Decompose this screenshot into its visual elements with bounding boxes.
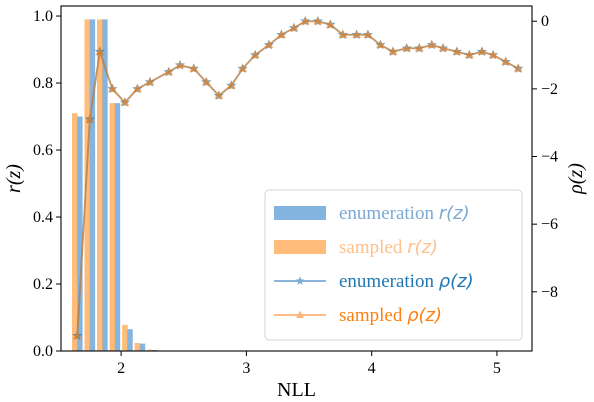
bar-series-0-0 bbox=[76, 116, 83, 351]
point-series-1-11 bbox=[214, 90, 224, 99]
point-series-1-33 bbox=[488, 50, 498, 59]
x-axis-label: NLL bbox=[277, 379, 316, 401]
axes-layer: 2 3 4 5 0.0 0.2 0.4 0.6 0.8 1.0 0 −2 −4 −6 −8 NLL r(z) ρ(… bbox=[3, 5, 587, 401]
y-left-tick-label-0.8: 0.8 bbox=[33, 75, 53, 92]
bar-series-1-6 bbox=[147, 349, 153, 351]
x-tick-label-3: 3 bbox=[242, 360, 250, 377]
point-series-1-15 bbox=[264, 40, 274, 49]
bar-series-1-2 bbox=[97, 19, 103, 352]
bar-series-0-3 bbox=[114, 103, 121, 351]
point-series-1-0 bbox=[72, 330, 82, 340]
line-series-1 bbox=[76, 20, 519, 336]
point-series-1-19 bbox=[313, 16, 323, 25]
point-series-1-12 bbox=[226, 80, 236, 89]
point-series-1-13 bbox=[238, 63, 248, 72]
point-series-1-10 bbox=[201, 77, 211, 86]
legend-label-3: sampled ρ(z) bbox=[339, 305, 442, 326]
x-tick-label-4: 4 bbox=[368, 360, 376, 377]
point-series-1-6 bbox=[145, 77, 155, 86]
point-series-1-18 bbox=[300, 16, 310, 25]
point-series-1-16 bbox=[276, 29, 286, 38]
y-left-tick-label-0.2: 0.2 bbox=[33, 276, 53, 293]
point-series-1-35 bbox=[513, 63, 523, 72]
y-right-tick-label--4: −4 bbox=[541, 149, 558, 166]
lines-layer bbox=[72, 15, 524, 341]
point-series-1-20 bbox=[325, 19, 335, 28]
bar-series-0-4 bbox=[127, 329, 133, 351]
bar-series-1-4 bbox=[122, 324, 128, 351]
y-left-tick-label-0.4: 0.4 bbox=[33, 209, 53, 226]
point-series-1-26 bbox=[402, 43, 412, 52]
point-series-1-14 bbox=[250, 50, 260, 59]
point-series-1-34 bbox=[501, 56, 511, 66]
bar-series-1-0 bbox=[71, 113, 78, 352]
y-left-tick-label-1: 1.0 bbox=[33, 8, 53, 25]
point-series-1-8 bbox=[175, 60, 185, 69]
y-right-tick-label-0: 0 bbox=[541, 13, 549, 30]
bar-series-0-1 bbox=[89, 19, 96, 352]
y-left-tick-label-0.6: 0.6 bbox=[33, 142, 53, 159]
legend-label-0: enumeration r(z) bbox=[339, 203, 470, 224]
point-series-1-1 bbox=[85, 114, 95, 123]
point-series-1-30 bbox=[452, 46, 462, 55]
point-series-1-23 bbox=[363, 29, 373, 38]
y-right-axis-label: ρ(z) bbox=[565, 163, 587, 195]
legend-label-1: sampled r(z) bbox=[339, 237, 438, 258]
bar-series-1-5 bbox=[134, 342, 141, 351]
legend-label-2: enumeration ρ(z) bbox=[339, 271, 474, 292]
point-series-1-27 bbox=[414, 43, 424, 52]
bars-layer bbox=[71, 19, 158, 352]
point-series-1-2 bbox=[95, 46, 105, 55]
x-tick-label-2: 2 bbox=[117, 360, 125, 377]
legend-swatch-0 bbox=[274, 206, 326, 220]
legend-swatch-1 bbox=[274, 240, 326, 254]
bar-series-0-5 bbox=[139, 343, 146, 351]
y-right-tick-label--6: −6 bbox=[541, 216, 558, 233]
point-series-1-32 bbox=[477, 46, 487, 55]
point-series-1-3 bbox=[107, 84, 117, 93]
y-right-tick-label--8: −8 bbox=[541, 284, 558, 301]
legend-marker-3 bbox=[296, 310, 304, 318]
point-series-1-31 bbox=[464, 50, 474, 59]
point-series-1-29 bbox=[438, 43, 448, 52]
legend: enumeration r(z) sampled r(z) enumeration … bbox=[264, 189, 523, 341]
point-series-1-4 bbox=[120, 97, 130, 106]
y-left-axis-label: r(z) bbox=[3, 164, 25, 193]
point-series-1-7 bbox=[164, 67, 174, 76]
legend-box bbox=[264, 189, 523, 341]
point-series-1-22 bbox=[352, 29, 362, 38]
plot-frame bbox=[60, 5, 533, 352]
point-series-1-5 bbox=[132, 84, 142, 93]
bar-series-1-3 bbox=[109, 103, 116, 351]
legend-marker-2 bbox=[295, 276, 305, 285]
x-tick-label-5: 5 bbox=[493, 360, 501, 377]
y-right-tick-label--2: −2 bbox=[541, 81, 558, 98]
y-left-tick-label-0: 0.0 bbox=[33, 343, 53, 360]
bar-series-1-1 bbox=[84, 19, 91, 352]
point-series-1-21 bbox=[338, 29, 348, 38]
point-series-1-28 bbox=[427, 40, 437, 49]
point-series-1-24 bbox=[375, 40, 385, 49]
point-series-1-17 bbox=[289, 23, 299, 32]
bar-series-0-2 bbox=[102, 19, 108, 352]
point-series-1-9 bbox=[189, 63, 199, 72]
point-series-1-25 bbox=[388, 46, 398, 55]
